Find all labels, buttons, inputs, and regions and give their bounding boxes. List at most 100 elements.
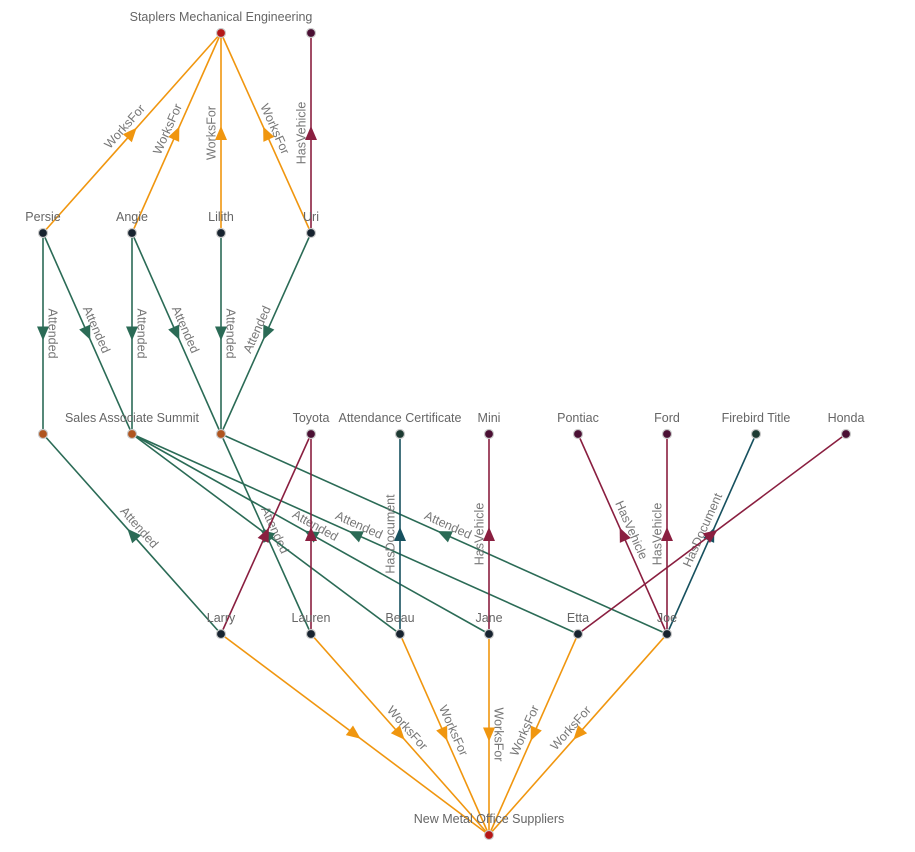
node-etta[interactable]: Etta bbox=[567, 611, 589, 640]
node-dot[interactable] bbox=[661, 628, 673, 640]
arrow-head-icon bbox=[263, 126, 275, 142]
node-label: Firebird Title bbox=[722, 411, 791, 425]
arrow-head-icon bbox=[661, 527, 673, 541]
node-honda[interactable]: Honda bbox=[828, 411, 865, 440]
arrow-head-icon bbox=[573, 725, 588, 740]
arrow-head-icon bbox=[437, 531, 453, 543]
node-dot[interactable] bbox=[394, 628, 406, 640]
edge-hasvehicle bbox=[305, 434, 317, 634]
node-label: Mini bbox=[478, 411, 501, 425]
node-larry[interactable]: Larry bbox=[207, 611, 236, 640]
node-dot[interactable] bbox=[215, 428, 227, 440]
node-dot[interactable] bbox=[840, 428, 852, 440]
node-dot[interactable] bbox=[37, 227, 49, 239]
node-newmetal[interactable]: New Metal Office Suppliers bbox=[414, 812, 565, 841]
edge-label: Attended bbox=[117, 504, 161, 551]
node-uri[interactable]: Uri bbox=[303, 210, 319, 239]
node-ev1[interactable] bbox=[37, 428, 49, 440]
node-persie[interactable]: Persie bbox=[25, 210, 61, 239]
node-label: Uri bbox=[303, 210, 319, 224]
nodes-layer: Staplers Mechanical Engineering Persie Ang… bbox=[25, 10, 865, 841]
arrow-head-icon bbox=[126, 326, 138, 341]
node-joe[interactable]: Joe bbox=[657, 611, 677, 640]
edge-label: WorksFor bbox=[384, 703, 430, 753]
node-label: Toyota bbox=[293, 411, 330, 425]
arrow-head-icon bbox=[168, 126, 180, 142]
node-firebird[interactable]: Firebird Title bbox=[722, 411, 791, 440]
arrow-head-icon bbox=[305, 527, 317, 541]
node-dot[interactable] bbox=[305, 428, 317, 440]
arrow-head-icon bbox=[530, 725, 542, 741]
edge-label: HasVehicle bbox=[472, 503, 486, 566]
node-dot[interactable] bbox=[126, 428, 138, 440]
edge-hasdocument: HasDocument bbox=[383, 434, 406, 634]
edge-label: Attended bbox=[224, 308, 238, 358]
node-dot[interactable] bbox=[394, 428, 406, 440]
node-dot[interactable] bbox=[750, 428, 762, 440]
node-dot[interactable] bbox=[483, 428, 495, 440]
node-dot[interactable] bbox=[215, 27, 227, 39]
node-dot[interactable] bbox=[37, 428, 49, 440]
node-pontiac[interactable]: Pontiac bbox=[557, 411, 599, 440]
edge-attended: Attended bbox=[220, 433, 668, 635]
node-dot[interactable] bbox=[661, 428, 673, 440]
edge-label: WorksFor bbox=[204, 106, 218, 160]
arrow-head-icon bbox=[390, 725, 405, 740]
node-ev3[interactable] bbox=[215, 428, 227, 440]
edge-attended: Attended bbox=[37, 233, 60, 434]
node-label: Joe bbox=[657, 611, 677, 625]
node-label: Lilith bbox=[208, 210, 234, 224]
node-lilith[interactable]: Lilith bbox=[208, 210, 234, 239]
edge-hasvehicle: HasVehicle bbox=[650, 434, 673, 634]
edge-label: HasDocument bbox=[383, 494, 397, 574]
node-dot[interactable] bbox=[305, 27, 317, 39]
node-jane[interactable]: Jane bbox=[475, 611, 503, 640]
arrow-head-icon bbox=[483, 527, 495, 541]
edge-label: WorksFor bbox=[102, 102, 148, 152]
edge-attended: Attended bbox=[42, 433, 222, 635]
edge-attended: Attended bbox=[126, 233, 149, 434]
node-dot[interactable] bbox=[572, 428, 584, 440]
node-label: Larry bbox=[207, 611, 236, 625]
node-angie[interactable]: Angie bbox=[116, 210, 148, 239]
node-ford[interactable]: Ford bbox=[654, 411, 680, 440]
node-dot[interactable] bbox=[483, 829, 495, 841]
arrow-head-icon bbox=[345, 725, 361, 739]
edge-label: Attended bbox=[46, 308, 60, 358]
node-dot[interactable] bbox=[305, 227, 317, 239]
node-summit[interactable]: Sales Associate Summit bbox=[65, 411, 200, 440]
edge-attended: Attended bbox=[215, 233, 238, 434]
node-dot[interactable] bbox=[215, 628, 227, 640]
arrow-head-icon bbox=[127, 528, 142, 544]
arrow-head-icon bbox=[394, 527, 406, 541]
node-cert[interactable]: Attendance Certificate bbox=[339, 411, 462, 440]
arrow-head-icon bbox=[215, 326, 227, 341]
arrow-head-icon bbox=[483, 727, 495, 742]
arrow-head-icon bbox=[168, 324, 180, 340]
arrow-head-icon bbox=[122, 127, 137, 143]
node-dot[interactable] bbox=[483, 628, 495, 640]
node-mini[interactable]: Mini bbox=[478, 411, 501, 440]
node-lauren[interactable]: Lauren bbox=[292, 611, 331, 640]
node-toyota[interactable]: Toyota bbox=[293, 411, 330, 440]
edges-layer: WorksFor WorksFor WorksFor WorksFor HasVehic… bbox=[37, 32, 847, 836]
node-label: Jane bbox=[475, 611, 502, 625]
node-label: Pontiac bbox=[557, 411, 599, 425]
node-label: Honda bbox=[828, 411, 865, 425]
edge-label: HasVehicle bbox=[650, 503, 664, 566]
node-label: Etta bbox=[567, 611, 589, 625]
edge-label: WorksFor bbox=[150, 102, 185, 157]
arrow-head-icon bbox=[263, 324, 275, 340]
node-dot[interactable] bbox=[305, 628, 317, 640]
node-label: Attendance Certificate bbox=[339, 411, 462, 425]
node-dot[interactable] bbox=[126, 227, 138, 239]
node-dot[interactable] bbox=[215, 227, 227, 239]
node-dot[interactable] bbox=[572, 628, 584, 640]
node-uriveh[interactable] bbox=[305, 27, 317, 39]
node-label: Persie bbox=[25, 210, 60, 224]
node-beau[interactable]: Beau bbox=[385, 611, 415, 640]
node-label: New Metal Office Suppliers bbox=[414, 812, 565, 826]
edge-worksfor bbox=[220, 633, 490, 836]
node-staplers[interactable]: Staplers Mechanical Engineering bbox=[130, 10, 313, 39]
